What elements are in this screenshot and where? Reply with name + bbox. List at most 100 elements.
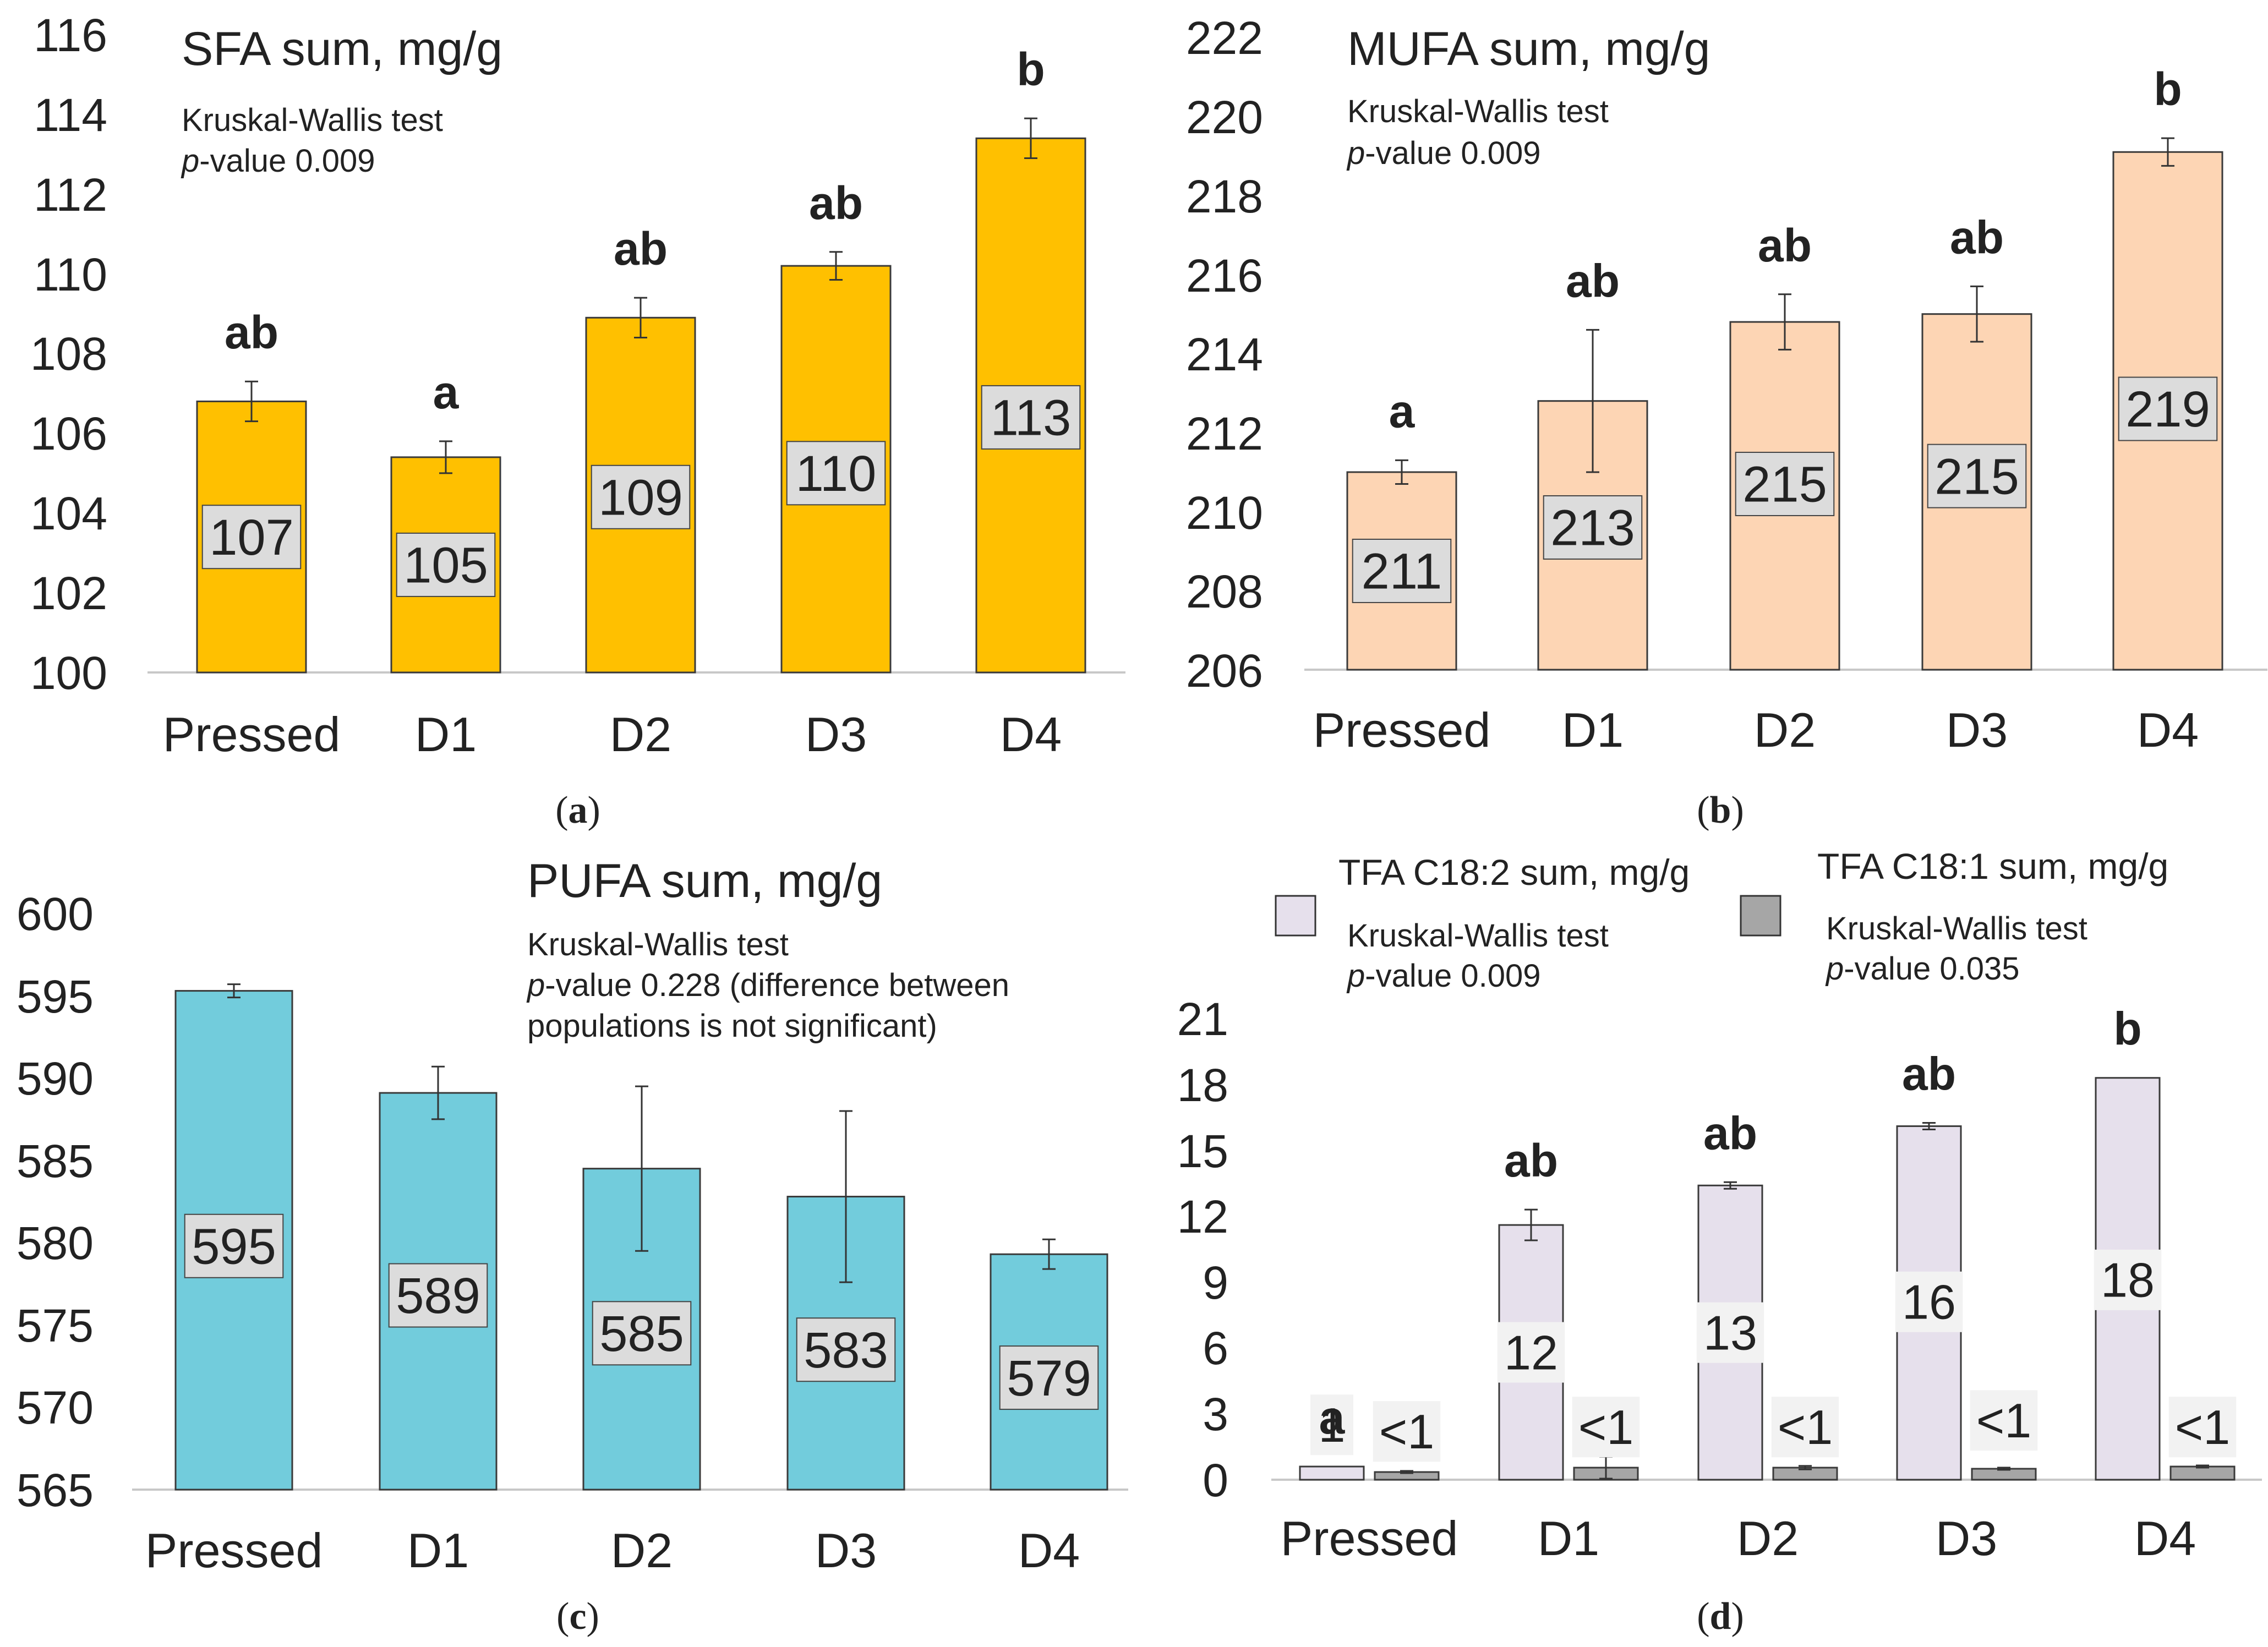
data-label-box [2094, 1249, 2162, 1310]
data-label-box [396, 532, 496, 597]
panel-b-category: Pressed [1313, 703, 1491, 757]
bar-pressed-s0 [1299, 1465, 1365, 1481]
panel-c-ytick: 585 [17, 1135, 94, 1187]
panel-c-categories: Pressed D1 D2 D3 D4 [145, 1523, 1080, 1578]
panel-c-label: (c) [556, 1595, 599, 1638]
error-bar [431, 1065, 445, 1120]
panel-b-bars: 211 213 215 215 219 a ab ab ab b [1346, 63, 2223, 671]
significance-letter: ab [614, 223, 668, 275]
panel-c-ytick: 570 [17, 1382, 94, 1433]
data-label-box [1696, 1302, 1764, 1363]
panel-c-category: D4 [1018, 1523, 1080, 1578]
error-bar [245, 380, 258, 423]
error-bar [634, 297, 647, 339]
data-label: 215 [1934, 448, 2019, 505]
error-bar [1395, 459, 1408, 485]
data-label: 113 [991, 390, 1072, 446]
panel-d-ytick: 21 [1177, 993, 1228, 1045]
error-bar [829, 251, 843, 281]
significance-letter: b [2113, 1003, 2141, 1055]
panel-d-yticks: 21 18 15 12 9 6 3 0 [1177, 993, 1228, 1506]
data-label-box [1543, 495, 1643, 560]
data-label-box [1927, 444, 2027, 508]
panel-a-category: Pressed [163, 707, 341, 762]
panel-b-yticks: 222 220 218 216 214 212 210 208 206 [1186, 12, 1263, 697]
data-label: 16 [1902, 1275, 1956, 1329]
panel-c-category: D2 [611, 1523, 673, 1578]
panel-d-ytick: 3 [1203, 1388, 1228, 1440]
panel-b-ytick: 210 [1186, 487, 1263, 539]
data-label: 595 [192, 1218, 276, 1274]
data-label: 1 [1319, 1398, 1346, 1452]
data-label: 585 [599, 1306, 684, 1362]
panel-d-category: D4 [2134, 1511, 2196, 1566]
significance-letter: ab [1703, 1107, 1757, 1159]
panel-b-ytick: 212 [1186, 408, 1263, 459]
panel-a-category: D3 [805, 707, 867, 762]
panel-b-category: D3 [1946, 703, 2008, 757]
panel-c-ytick: 590 [17, 1053, 94, 1104]
panel-a-title: SFA sum, mg/g [182, 23, 502, 75]
panel-d-categories: Pressed D1 D2 D3 D4 [1281, 1511, 2196, 1566]
panel-c-ytick: 565 [17, 1464, 94, 1516]
panel-c-category: D3 [815, 1523, 877, 1578]
data-label: 12 [1504, 1325, 1558, 1380]
panel-b-ytick: 216 [1186, 250, 1263, 302]
panel-a-pvalue: p-value 0.009 [181, 143, 375, 179]
data-label-box [2118, 376, 2218, 441]
panel-b-title: MUFA sum, mg/g [1347, 23, 1710, 75]
panel-a-categories: Pressed D1 D2 D3 D4 [163, 707, 1062, 762]
panel-d-ytick: 9 [1203, 1257, 1228, 1309]
legend-label-c182: TFA C18:2 sum, mg/g [1338, 852, 1690, 893]
significance-letter: ab [1758, 220, 1812, 271]
panel-c-pvalue: p-value 0.228 (difference between [526, 967, 1009, 1003]
error-bar [1778, 293, 1791, 351]
data-label: 579 [1007, 1350, 1091, 1407]
data-label: 110 [796, 446, 877, 502]
significance-letter: a [1389, 385, 1416, 437]
data-label: <1 [1379, 1404, 1434, 1459]
panel-d-category: Pressed [1281, 1511, 1458, 1566]
legend-swatch-c182 [1275, 895, 1316, 937]
panel-d-ytick: 0 [1203, 1454, 1228, 1506]
data-label: <1 [2175, 1400, 2230, 1454]
significance-letter: ab [1504, 1135, 1558, 1186]
significance-letter: ab [225, 307, 278, 358]
panel-a-yticks: 116 114 112 110 108 106 104 102 100 [30, 9, 107, 699]
panel-d-legend: TFA C18:2 sum, mg/g Kruskal-Wallis test … [1275, 846, 2168, 994]
data-label-box [981, 385, 1081, 450]
panel-a-ytick: 104 [30, 488, 107, 539]
data-label: 18 [2101, 1253, 2155, 1307]
data-label-box [184, 1213, 284, 1278]
error-bar [839, 1110, 852, 1283]
panel-d-category: D2 [1737, 1511, 1799, 1566]
panel-c-title: PUFA sum, mg/g [527, 855, 882, 907]
significance-letter: a [1319, 1392, 1346, 1443]
panel-d-ytick: 6 [1203, 1322, 1228, 1374]
panel-c-note-line2: populations is not significant) [527, 1008, 937, 1044]
panel-c-yticks: 600 595 590 585 580 575 570 565 [17, 888, 94, 1516]
panel-a-ytick: 114 [34, 89, 107, 141]
panel-c-category: Pressed [145, 1523, 323, 1578]
panel-b-ytick: 206 [1186, 645, 1263, 697]
panel-a-ytick: 112 [34, 169, 107, 221]
panel-b-ytick: 214 [1186, 329, 1263, 380]
data-label-box [999, 1345, 1099, 1410]
panel-b: 222 220 218 216 214 212 210 208 206 2112… [1186, 12, 2267, 831]
panel-a-ytick: 116 [34, 9, 107, 61]
data-label: 213 [1550, 500, 1635, 556]
panel-b-pvalue: p-value 0.009 [1346, 135, 1541, 171]
data-label-box [1735, 451, 1835, 516]
panel-b-ytick: 222 [1186, 12, 1263, 64]
panel-b-category: D1 [1562, 703, 1624, 757]
bar-d4-s1 [2169, 1465, 2236, 1481]
error-bar [1400, 1470, 1413, 1474]
significance-letter: ab [809, 177, 863, 229]
panel-a-label: (a) [555, 789, 600, 831]
error-bar [1724, 1181, 1737, 1190]
error-bar [1586, 329, 1599, 473]
panel-c: 600 595 590 585 580 575 570 565 595 589 58… [17, 855, 1128, 1638]
error-bar [2196, 1464, 2209, 1469]
legend-pvalue-c182: p-value 0.009 [1346, 958, 1541, 994]
error-bar [227, 983, 241, 999]
